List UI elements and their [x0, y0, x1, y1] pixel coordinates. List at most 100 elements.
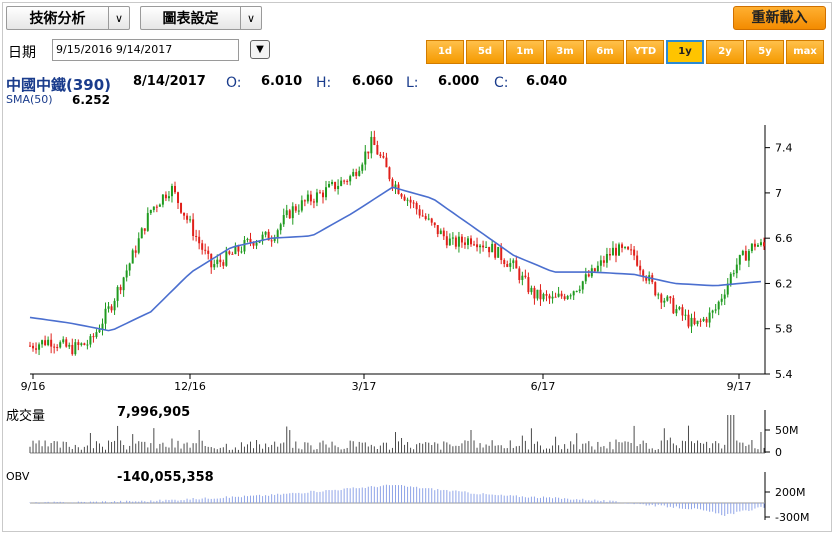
candle-body	[645, 277, 648, 281]
candle-body	[264, 231, 267, 235]
candle-body	[445, 236, 448, 246]
x-tick-label: 12/16	[174, 380, 206, 393]
chevron-down-icon: ∨	[240, 7, 261, 29]
candle-body	[753, 243, 756, 247]
close-label: C:	[494, 75, 509, 91]
candle-body	[152, 206, 155, 210]
candle-body	[328, 184, 331, 188]
candle-body	[161, 194, 164, 205]
candle-body	[146, 213, 149, 231]
candle-body	[696, 320, 699, 325]
candle-body	[361, 164, 364, 171]
sma-label: SMA(50)	[6, 93, 53, 106]
candle-body	[430, 218, 433, 223]
candle-body	[204, 249, 207, 251]
candle-body	[563, 296, 566, 299]
candle-body	[113, 300, 116, 311]
candle-body	[358, 170, 361, 176]
candle-body	[246, 238, 249, 241]
candle-body	[403, 196, 406, 201]
candle-body	[231, 253, 234, 255]
close-value: 6.040	[526, 74, 568, 89]
range-button-6m[interactable]: 6m	[586, 40, 624, 64]
candle-body	[548, 295, 551, 299]
range-button-max[interactable]: max	[786, 40, 824, 64]
candle-body	[321, 192, 324, 198]
candle-body	[593, 268, 596, 272]
candle-body	[512, 260, 515, 264]
candle-body	[279, 224, 282, 231]
candle-body	[473, 244, 476, 246]
candle-body	[364, 151, 367, 165]
range-button-2y[interactable]: 2y	[706, 40, 744, 64]
date-picker-button[interactable]: ▼	[250, 40, 270, 59]
candle-body	[699, 320, 702, 322]
candle-body	[503, 260, 506, 265]
candle-body	[80, 343, 83, 345]
range-button-ytd[interactable]: YTD	[626, 40, 664, 64]
candle-body	[309, 194, 312, 202]
candle-body	[167, 196, 170, 199]
volume-label: 成交量	[6, 409, 46, 424]
candle-body	[759, 242, 762, 246]
date-range-input[interactable]: 9/15/2016 9/14/2017	[52, 39, 239, 61]
y-tick-label: 6.6	[775, 232, 793, 245]
candle-body	[527, 277, 530, 293]
candle-body	[693, 317, 696, 325]
obv-label: OBV	[6, 470, 30, 483]
candle-body	[482, 245, 485, 248]
candle-body	[602, 260, 605, 263]
candle-body	[110, 306, 113, 311]
technical-analysis-label: 技術分析	[29, 11, 86, 27]
candle-body	[717, 301, 720, 310]
candle-body	[128, 263, 131, 271]
candle-body	[192, 219, 195, 236]
range-button-5d[interactable]: 5d	[466, 40, 504, 64]
candle-body	[41, 340, 44, 345]
candle-body	[578, 289, 581, 291]
candle-body	[297, 210, 300, 212]
volume-value: 7,996,905	[117, 405, 191, 420]
candle-body	[252, 242, 255, 246]
candle-body	[418, 209, 421, 216]
candle-body	[385, 157, 388, 168]
candle-body	[50, 339, 53, 347]
candle-body	[170, 185, 173, 197]
candle-body	[457, 236, 460, 247]
x-tick-label: 6/17	[531, 380, 556, 393]
candle-body	[183, 212, 186, 216]
range-button-1y[interactable]: 1y	[666, 40, 704, 64]
range-button-3m[interactable]: 3m	[546, 40, 584, 64]
range-button-1d[interactable]: 1d	[426, 40, 464, 64]
candle-body	[566, 296, 569, 299]
candle-body	[291, 206, 294, 219]
candle-body	[678, 307, 681, 310]
candle-body	[122, 277, 125, 291]
candle-body	[476, 244, 479, 248]
candle-body	[68, 344, 71, 347]
range-button-1m[interactable]: 1m	[506, 40, 544, 64]
candle-body	[186, 215, 189, 220]
candle-body	[439, 230, 442, 235]
y-tick-label: 5.8	[775, 323, 793, 336]
candle-body	[412, 202, 415, 204]
obv-tick-label: 200M	[775, 486, 806, 499]
candle-body	[261, 234, 264, 241]
candle-body	[331, 181, 334, 185]
candle-body	[702, 318, 705, 321]
candle-body	[77, 342, 80, 345]
candle-body	[225, 251, 228, 266]
range-button-5y[interactable]: 5y	[746, 40, 784, 64]
reload-button[interactable]: 重新載入	[733, 6, 826, 30]
chart-settings-dropdown[interactable]: 圖表設定 ∨	[140, 6, 262, 30]
candle-body	[249, 238, 252, 243]
candle-body	[750, 243, 753, 252]
candle-body	[723, 294, 726, 299]
candle-body	[306, 194, 309, 202]
candle-body	[491, 243, 494, 253]
candle-body	[337, 185, 340, 190]
candle-body	[158, 204, 161, 207]
technical-analysis-dropdown[interactable]: 技術分析 ∨	[6, 6, 130, 30]
candle-body	[243, 240, 246, 252]
candle-body	[388, 167, 391, 180]
